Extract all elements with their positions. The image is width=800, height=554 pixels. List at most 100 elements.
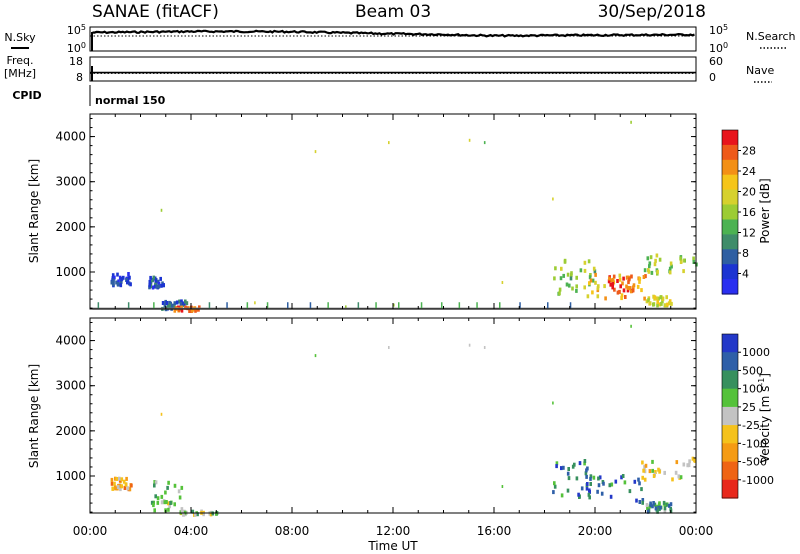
data-cell (111, 276, 115, 281)
data-cell (202, 512, 205, 517)
data-cell (118, 483, 122, 488)
data-cell (173, 308, 177, 313)
noise-frame (89, 26, 697, 52)
colorbar-swatch (722, 425, 738, 444)
data-cell (683, 258, 686, 263)
noise-right-tick-top: 105 (709, 23, 728, 37)
data-cell (677, 474, 681, 479)
power-data (92, 120, 698, 313)
data-cell (624, 295, 627, 299)
ground-scatter-cell (499, 302, 501, 309)
data-speckle (345, 305, 347, 309)
data-cell (162, 283, 165, 288)
colorbar-swatch (722, 234, 738, 250)
data-cell (652, 474, 656, 478)
data-cell (178, 299, 181, 304)
data-cell (126, 486, 130, 491)
colorbar-swatch (722, 130, 738, 146)
data-cell (589, 474, 593, 479)
data-cell (588, 488, 591, 493)
power-frame (89, 113, 697, 310)
data-cell (648, 301, 652, 306)
frequency-tick-top: 18 (69, 55, 83, 68)
data-cell (647, 269, 651, 274)
data-cell (600, 491, 604, 496)
colorbar-swatch (722, 406, 738, 426)
data-cell (586, 466, 589, 471)
data-cell (603, 284, 606, 289)
data-cell (643, 465, 646, 470)
colorbar-tick-label: -25 (742, 419, 760, 432)
data-cell (657, 467, 660, 472)
data-cell (628, 489, 632, 494)
data-cell (191, 509, 195, 514)
data-cell (575, 275, 578, 280)
ground-scatter-cell (476, 302, 478, 309)
data-cell (612, 274, 616, 279)
colorbar-swatch (722, 461, 738, 481)
data-cell (127, 281, 131, 286)
data-cell (642, 275, 646, 279)
data-speckle (501, 281, 504, 284)
data-speckle (393, 303, 395, 307)
data-cell (182, 512, 185, 517)
data-cell (173, 502, 176, 507)
colorbar-tick-label: 12 (742, 227, 756, 240)
nave-label: Nave (746, 64, 774, 77)
velocity-panel: 1000 2000 3000 4000 Slant Range [km] 1000 50… (27, 317, 774, 553)
data-cell (119, 283, 123, 288)
data-cell (169, 501, 172, 505)
data-cell (167, 480, 170, 485)
data-cell (151, 278, 154, 283)
data-cell (691, 456, 695, 461)
cpid-mode-text: normal 150 (95, 94, 166, 107)
data-cell (553, 484, 557, 489)
data-cell (149, 275, 152, 280)
ytick-label: 3000 (55, 175, 86, 189)
data-cell (645, 503, 649, 507)
data-cell (667, 301, 671, 306)
data-cell (152, 500, 155, 505)
data-cell (153, 508, 156, 513)
data-cell (668, 299, 672, 304)
ground-scatter-cell (127, 302, 130, 309)
noise-sky-label: N.Sky (4, 31, 36, 44)
data-cell (675, 460, 679, 465)
data-cell (626, 275, 629, 280)
data-cell (630, 289, 633, 294)
data-cell (654, 258, 657, 263)
data-cell (604, 296, 607, 301)
xtick-label: 12:00 (376, 524, 411, 538)
data-cell (659, 295, 663, 300)
colorbar-tick-label: 8 (742, 247, 749, 260)
data-cell (583, 260, 587, 265)
data-cell (184, 299, 187, 304)
data-cell (166, 501, 170, 506)
data-cell (668, 266, 672, 271)
data-cell (638, 500, 642, 504)
data-cell (642, 468, 645, 473)
data-cell (165, 500, 168, 504)
data-cell (649, 255, 653, 260)
data-cell (588, 495, 591, 500)
data-cell (159, 276, 162, 281)
data-cell (566, 488, 570, 493)
ground-scatter-cell (398, 302, 400, 309)
data-cell (111, 273, 115, 278)
data-cell (657, 296, 660, 301)
data-speckle (552, 401, 554, 405)
data-cell (641, 460, 644, 465)
data-cell (643, 477, 647, 482)
time-axis: 00:00 04:00 08:00 12:00 16:00 20:00 00:00 (73, 524, 714, 538)
data-cell (180, 305, 183, 310)
data-cell (124, 482, 128, 487)
data-cell (620, 475, 623, 480)
data-cell (154, 480, 158, 485)
velocity-colorbar-label: Velocity [m s-1] (757, 373, 772, 463)
data-cell (575, 288, 578, 293)
data-cell (152, 275, 156, 280)
colorbar-tick-label: -1000 (742, 474, 774, 487)
colorbar-swatch (722, 189, 738, 206)
data-cell (663, 508, 667, 513)
ground-scatter-cell (519, 302, 521, 309)
